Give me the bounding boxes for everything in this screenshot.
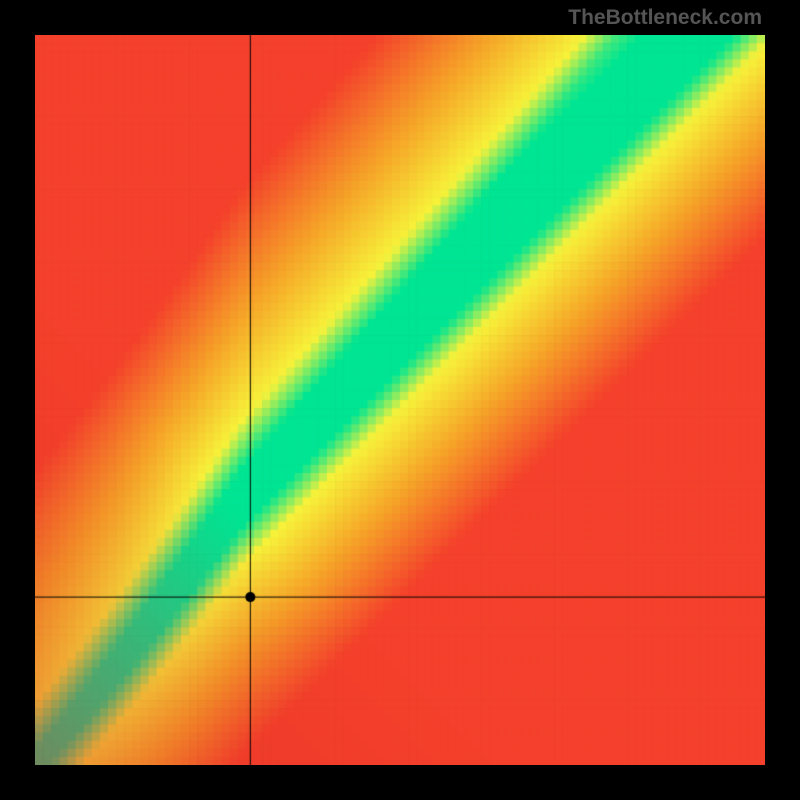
bottleneck-heatmap — [35, 35, 765, 765]
watermark-text: TheBottleneck.com — [568, 6, 762, 30]
heatmap-canvas — [35, 35, 765, 765]
